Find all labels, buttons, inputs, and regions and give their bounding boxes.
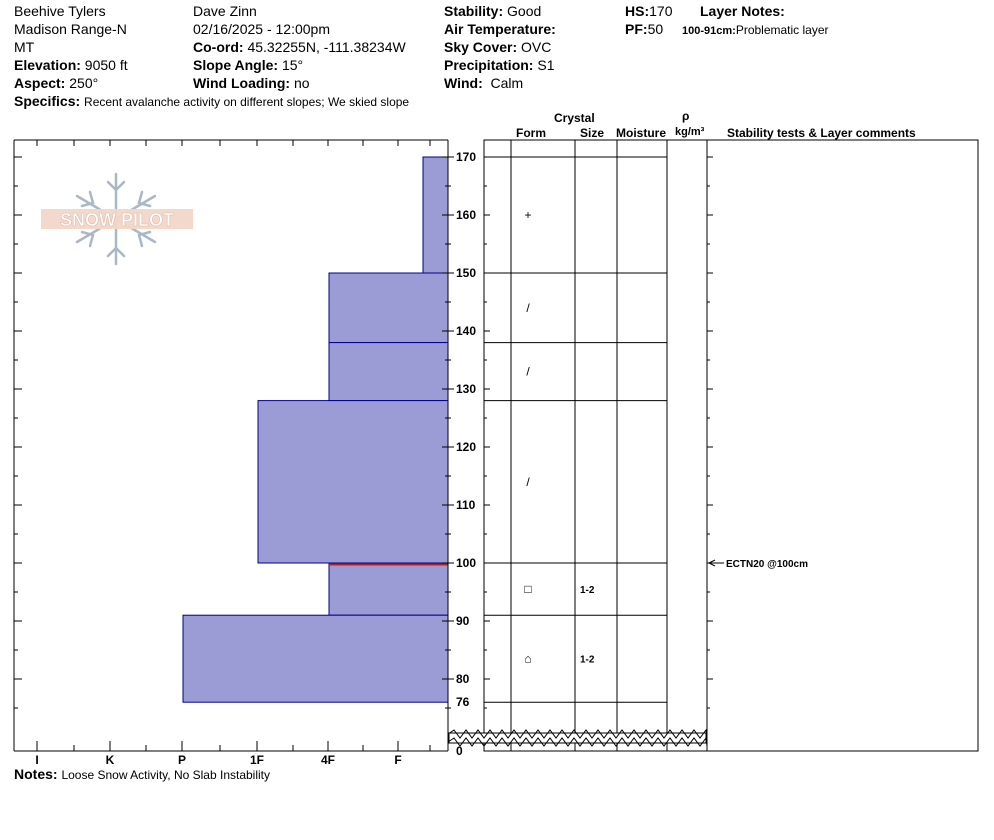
elevation-label: Elevation:: [14, 57, 81, 73]
hs-label: HS:: [625, 3, 650, 19]
wind-loading-value: no: [293, 75, 310, 91]
form-header: Form: [516, 126, 546, 140]
hs-value: 170: [649, 3, 673, 19]
precip-value: S1: [537, 57, 555, 73]
grain-form-symbol: ⌂: [524, 652, 531, 666]
sky-cover: Sky Cover: OVC: [444, 39, 551, 56]
grain-form-symbol: /: [526, 301, 530, 315]
rho-header: ρ: [682, 109, 690, 123]
pf-label: PF:: [625, 21, 648, 37]
notes-value: Loose Snow Activity, No Slab Instability: [61, 768, 270, 782]
wind: Wind: Calm: [444, 75, 523, 92]
elevation: Elevation: 9050 ft: [14, 57, 128, 74]
coordinates: Co-ord: 45.32255N, -111.38234W: [193, 39, 406, 56]
moisture-header: Moisture: [616, 126, 667, 140]
mountain-range: Madison Range-N: [14, 21, 127, 37]
stability-label: Stability:: [444, 3, 504, 19]
depth-tick-label: 140: [456, 324, 476, 338]
hardness-tick-label: P: [178, 753, 186, 767]
air-temp-label: Air Temperature:: [444, 21, 556, 37]
coord-value: 45.32255N, -111.38234W: [247, 39, 406, 55]
depth-tick-label: 90: [456, 614, 470, 628]
grain-size-value: 1-2: [580, 585, 595, 596]
layer-note: 100-91cm:Problematic layer: [682, 22, 829, 40]
depth-tick-label: 170: [456, 150, 476, 164]
snowpilot-logo: SNOW PILOT: [38, 170, 196, 268]
observer: Dave Zinn: [193, 3, 257, 19]
wind-loading: Wind Loading: no: [193, 75, 310, 92]
layer-table-frame: [483, 139, 979, 752]
grain-form-symbol: /: [526, 475, 530, 489]
depth-tick-label: 150: [456, 266, 476, 280]
hardness-layer-bar: [328, 562, 449, 616]
stability-test-label: ECTN20 @100cm: [726, 559, 808, 570]
air-temperature: Air Temperature:: [444, 21, 556, 38]
slope-value: 15°: [281, 57, 304, 73]
grain-size-value: 1-2: [580, 655, 595, 666]
depth-tick-label: 130: [456, 382, 476, 396]
pf-value: 50: [647, 21, 664, 37]
precipitation: Precipitation: S1: [444, 57, 554, 74]
aspect-label: Aspect:: [14, 75, 66, 91]
notes-label: Notes:: [14, 766, 58, 782]
layer-notes-label: Layer Notes:: [700, 3, 785, 19]
logo-text: SNOW PILOT: [60, 210, 174, 230]
test-pointer-arrow: [707, 559, 716, 567]
slope-label: Slope Angle:: [193, 57, 279, 73]
hardness-layer-bar: [257, 400, 449, 564]
aspect: Aspect: 250°: [14, 75, 98, 92]
hardness-layer-bar: [328, 342, 449, 402]
density-unit-header: kg/m³: [675, 126, 705, 138]
size-header: Size: [580, 126, 605, 140]
depth-tick-label: 0: [456, 744, 463, 758]
hardness-tick-label: 4F: [321, 753, 335, 767]
hardness-tick-label: K: [106, 753, 115, 767]
stability-value: Good: [507, 3, 542, 19]
layer-note-range: 100-91cm:: [682, 25, 736, 37]
snow-height: HS:170: [625, 3, 672, 20]
crystal-header: Crystal: [554, 111, 595, 125]
notes: Notes: Loose Snow Activity, No Slab Inst…: [14, 766, 270, 784]
coord-label: Co-ord:: [193, 39, 244, 55]
depth-tick-label: 160: [456, 208, 476, 222]
sky-value: OVC: [521, 39, 552, 55]
grain-form-symbol: +: [524, 208, 531, 222]
wind-label: Wind:: [444, 75, 483, 91]
layer-note-text: Problematic layer: [735, 23, 829, 37]
hardness-layer-bar: [328, 272, 449, 344]
specifics-value: Recent avalanche activity on different s…: [84, 95, 410, 109]
slope-angle: Slope Angle: 15°: [193, 57, 303, 74]
depth-tick-label: 76: [456, 695, 470, 709]
depth-tick-label: 100: [456, 556, 476, 570]
depth-tick-label: 110: [456, 498, 476, 512]
hardness-tick-label: I: [35, 753, 38, 767]
hardness-layer-bar: [182, 614, 449, 703]
snowflake-icon: SNOW PILOT: [41, 172, 193, 266]
wind-value: Calm: [490, 75, 524, 91]
stability: Stability: Good: [444, 3, 541, 20]
observation-datetime: 02/16/2025 - 12:00pm: [193, 21, 330, 37]
hardness-tick-label: 1F: [250, 753, 264, 767]
axis-break: [447, 728, 708, 747]
specifics-label: Specifics:: [14, 93, 81, 109]
sky-label: Sky Cover:: [444, 39, 518, 55]
specifics: Specifics: Recent avalanche activity on …: [14, 93, 409, 111]
depth-tick-label: 120: [456, 440, 476, 454]
grain-form-symbol: /: [526, 365, 530, 379]
precip-label: Precipitation:: [444, 57, 534, 73]
wind-loading-label: Wind Loading:: [193, 75, 291, 91]
location-name: Beehive Tylers: [14, 3, 106, 19]
hardness-tick-label: F: [394, 753, 401, 767]
grain-form-symbol: □: [524, 582, 531, 596]
elevation-value: 9050 ft: [84, 57, 128, 73]
aspect-value: 250°: [69, 75, 99, 91]
depth-tick-label: 80: [456, 672, 470, 686]
foot-penetration: PF:50: [625, 21, 663, 38]
state: MT: [14, 39, 35, 55]
comments-header: Stability tests & Layer comments: [727, 126, 916, 140]
